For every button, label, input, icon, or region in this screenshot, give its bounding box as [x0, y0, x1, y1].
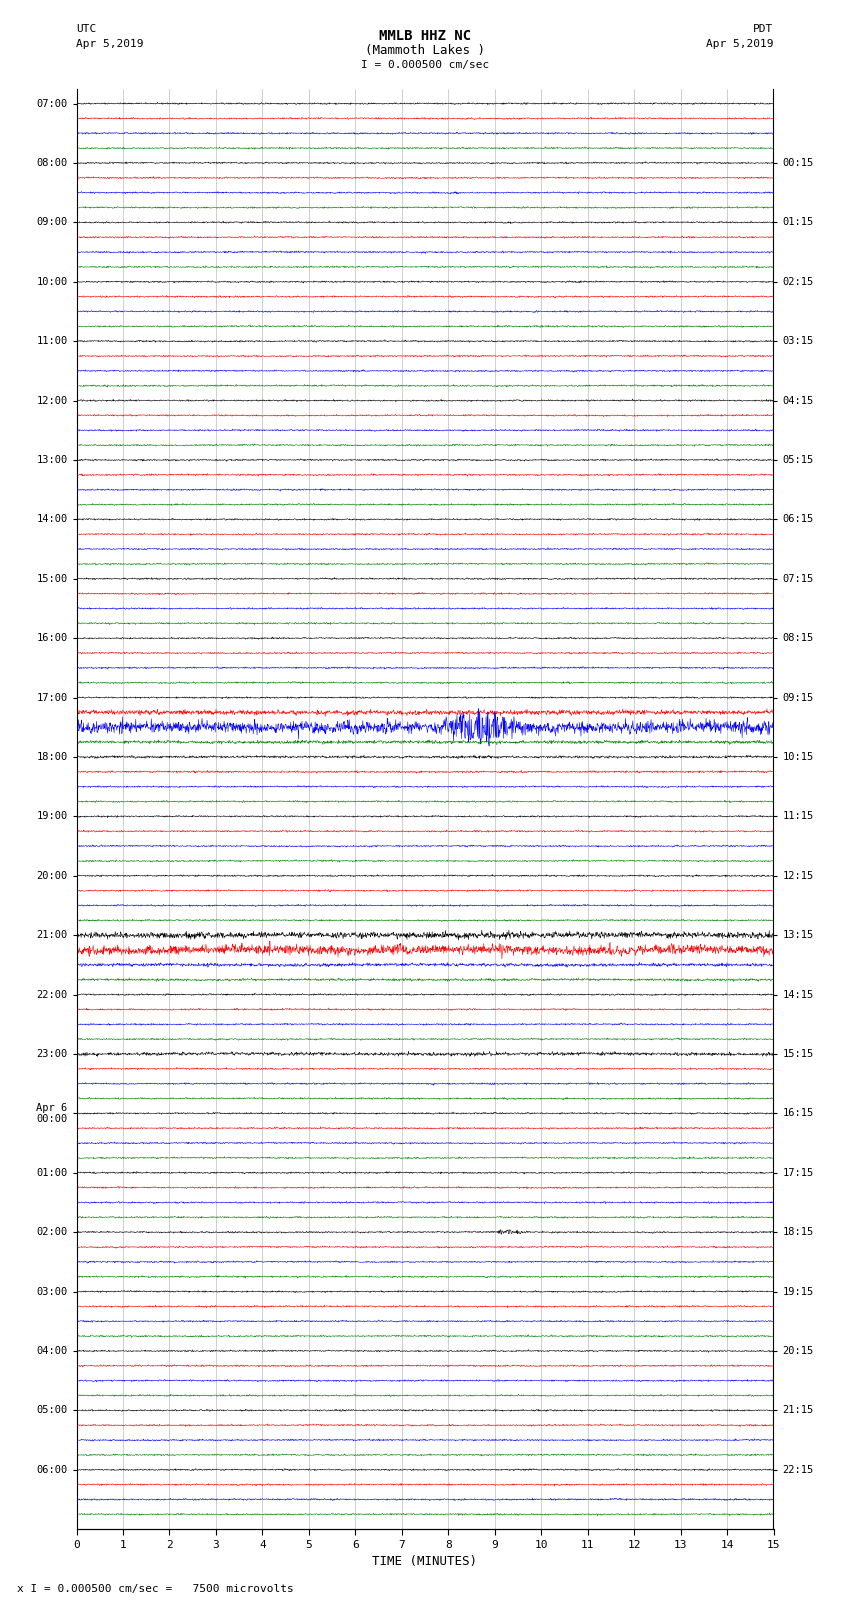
Text: (Mammoth Lakes ): (Mammoth Lakes ) — [365, 44, 485, 56]
X-axis label: TIME (MINUTES): TIME (MINUTES) — [372, 1555, 478, 1568]
Text: I = 0.000500 cm/sec: I = 0.000500 cm/sec — [361, 60, 489, 69]
Text: Apr 5,2019: Apr 5,2019 — [706, 39, 774, 48]
Text: MMLB HHZ NC: MMLB HHZ NC — [379, 29, 471, 44]
Text: UTC: UTC — [76, 24, 97, 34]
Text: PDT: PDT — [753, 24, 774, 34]
Text: x I = 0.000500 cm/sec =   7500 microvolts: x I = 0.000500 cm/sec = 7500 microvolts — [17, 1584, 294, 1594]
Text: Apr 5,2019: Apr 5,2019 — [76, 39, 144, 48]
